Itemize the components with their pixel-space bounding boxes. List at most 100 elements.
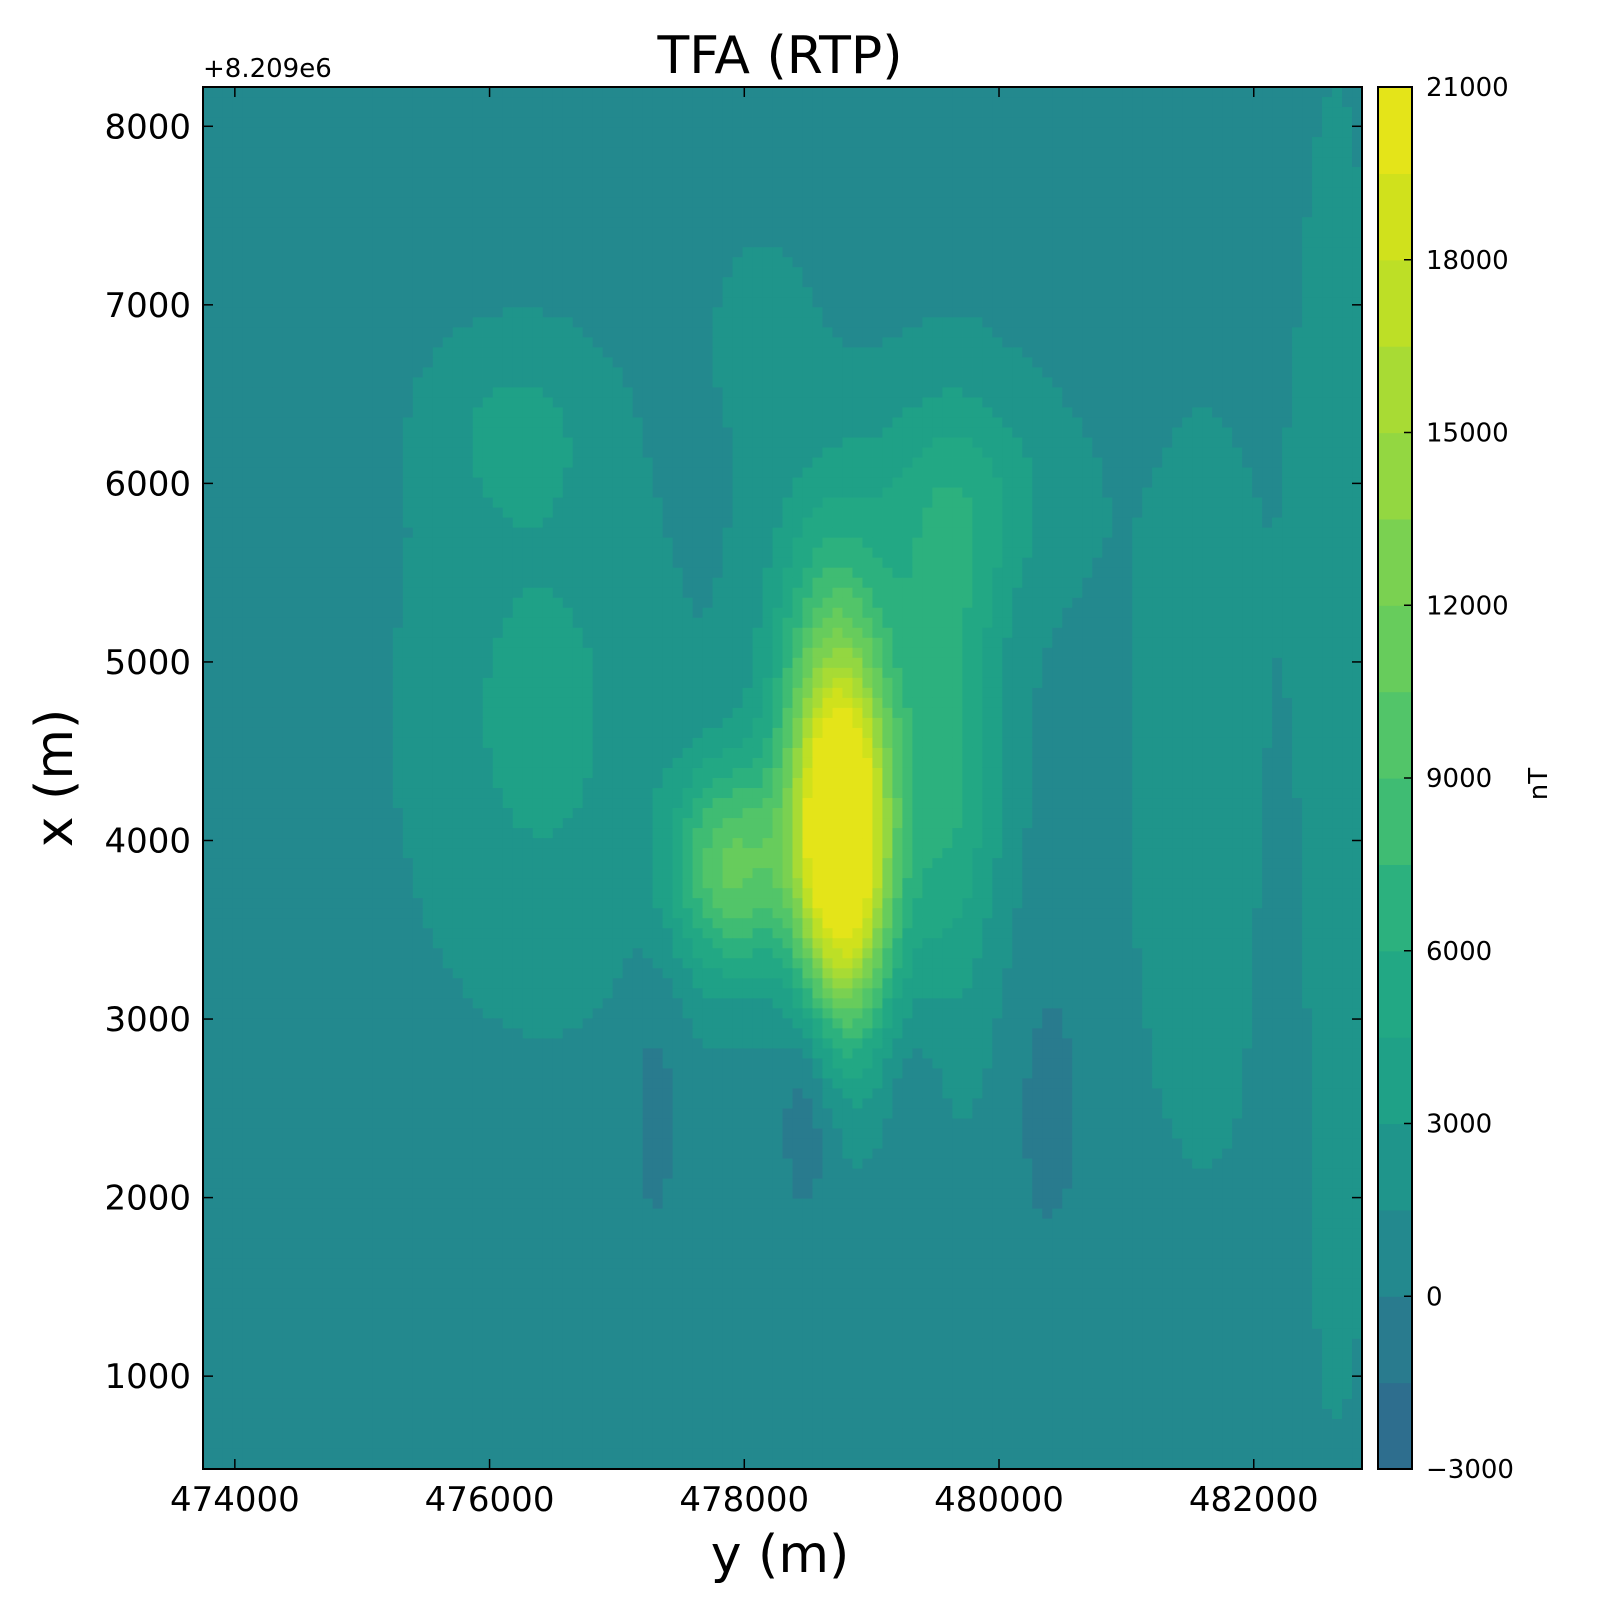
contour-cell <box>982 357 993 368</box>
contour-cell <box>482 107 494 118</box>
contour-cell <box>462 347 474 358</box>
contour-cell <box>932 367 943 379</box>
contour-cell <box>462 407 474 419</box>
contour-cell <box>592 337 604 348</box>
contour-cell <box>402 467 414 479</box>
contour-cell <box>222 117 234 128</box>
contour-cell <box>932 207 943 218</box>
contour-cell <box>942 187 953 198</box>
contour-cell <box>812 477 824 489</box>
contour-cell <box>382 227 394 238</box>
contour-cell <box>1012 327 1023 338</box>
contour-cell <box>712 317 724 328</box>
contour-cell <box>1182 427 1193 439</box>
contour-cell <box>1232 257 1243 268</box>
contour-cell <box>592 417 604 429</box>
contour-cell <box>1312 227 1323 238</box>
contour-cell <box>1312 337 1323 348</box>
contour-cell <box>402 207 414 218</box>
contour-cell <box>1102 277 1113 288</box>
contour-cell <box>282 157 294 168</box>
contour-cell <box>672 307 684 318</box>
contour-cell <box>632 407 644 419</box>
contour-cell <box>1042 167 1053 178</box>
contour-cell <box>1132 387 1143 399</box>
contour-cell <box>1262 407 1273 419</box>
contour-cell <box>1162 187 1173 198</box>
contour-cell <box>542 117 554 128</box>
contour-cell <box>482 87 494 98</box>
contour-cell <box>312 457 324 469</box>
contour-cell <box>882 497 893 509</box>
contour-cell <box>1312 197 1323 208</box>
contour-cell <box>1172 197 1183 208</box>
contour-cell <box>1012 507 1023 519</box>
contour-cell <box>302 137 314 148</box>
contour-cell <box>1132 477 1143 489</box>
contour-cell <box>822 427 834 439</box>
contour-cell <box>1302 427 1313 439</box>
contour-cell <box>652 237 664 248</box>
contour-cell <box>422 197 434 208</box>
contour-cell <box>492 127 504 138</box>
contour-cell <box>462 267 474 278</box>
contour-cell <box>422 487 434 499</box>
contour-cell <box>762 337 774 348</box>
contour-cell <box>952 137 963 148</box>
contour-cell <box>1352 127 1362 138</box>
contour-cell <box>292 407 304 419</box>
contour-cell <box>1332 267 1343 278</box>
contour-cell <box>712 497 724 509</box>
contour-cell <box>1342 207 1353 218</box>
contour-cell <box>522 267 534 278</box>
contour-cell <box>402 117 414 128</box>
contour-cell <box>862 307 874 318</box>
contour-cell <box>912 507 923 519</box>
contour-cell <box>742 297 754 308</box>
contour-cell <box>912 117 923 128</box>
contour-cell <box>342 327 354 338</box>
contour-cell <box>1012 237 1023 248</box>
contour-cell <box>1282 417 1293 429</box>
contour-cell <box>552 327 564 338</box>
contour-cell <box>782 107 794 118</box>
contour-cell <box>312 167 324 178</box>
contour-cell <box>1132 247 1143 258</box>
contour-cell <box>1252 157 1263 168</box>
contour-cell <box>492 87 504 98</box>
contour-cell <box>572 187 584 198</box>
contour-cell <box>862 107 874 118</box>
contour-cell <box>792 467 804 479</box>
contour-cell <box>1082 367 1093 379</box>
contour-cell <box>852 417 864 429</box>
contour-cell <box>1112 437 1123 449</box>
contour-cell <box>892 387 903 399</box>
contour-cell <box>1062 397 1073 409</box>
contour-cell <box>352 457 364 469</box>
contour-cell <box>682 207 694 218</box>
contour-cell <box>842 257 854 268</box>
contour-cell <box>1352 217 1362 228</box>
contour-cell <box>672 477 684 489</box>
contour-cell <box>302 397 314 409</box>
contour-cell <box>602 417 614 429</box>
contour-cell <box>552 417 564 429</box>
contour-cell <box>752 367 764 379</box>
contour-cell <box>602 267 614 278</box>
contour-cell <box>1112 257 1123 268</box>
contour-cell <box>992 387 1003 399</box>
contour-cell <box>272 297 284 308</box>
contour-cell <box>1252 267 1263 278</box>
contour-cell <box>1262 97 1273 108</box>
contour-cell <box>1012 127 1023 138</box>
contour-cell <box>332 157 344 168</box>
contour-cell <box>952 297 963 308</box>
contour-cell <box>1162 117 1173 128</box>
contour-cell <box>1252 307 1263 318</box>
contour-cell <box>252 307 264 318</box>
contour-cell <box>582 377 594 389</box>
contour-cell <box>732 117 744 128</box>
contour-cell <box>692 377 704 389</box>
contour-cell <box>532 457 544 469</box>
contour-cell <box>1092 397 1103 409</box>
